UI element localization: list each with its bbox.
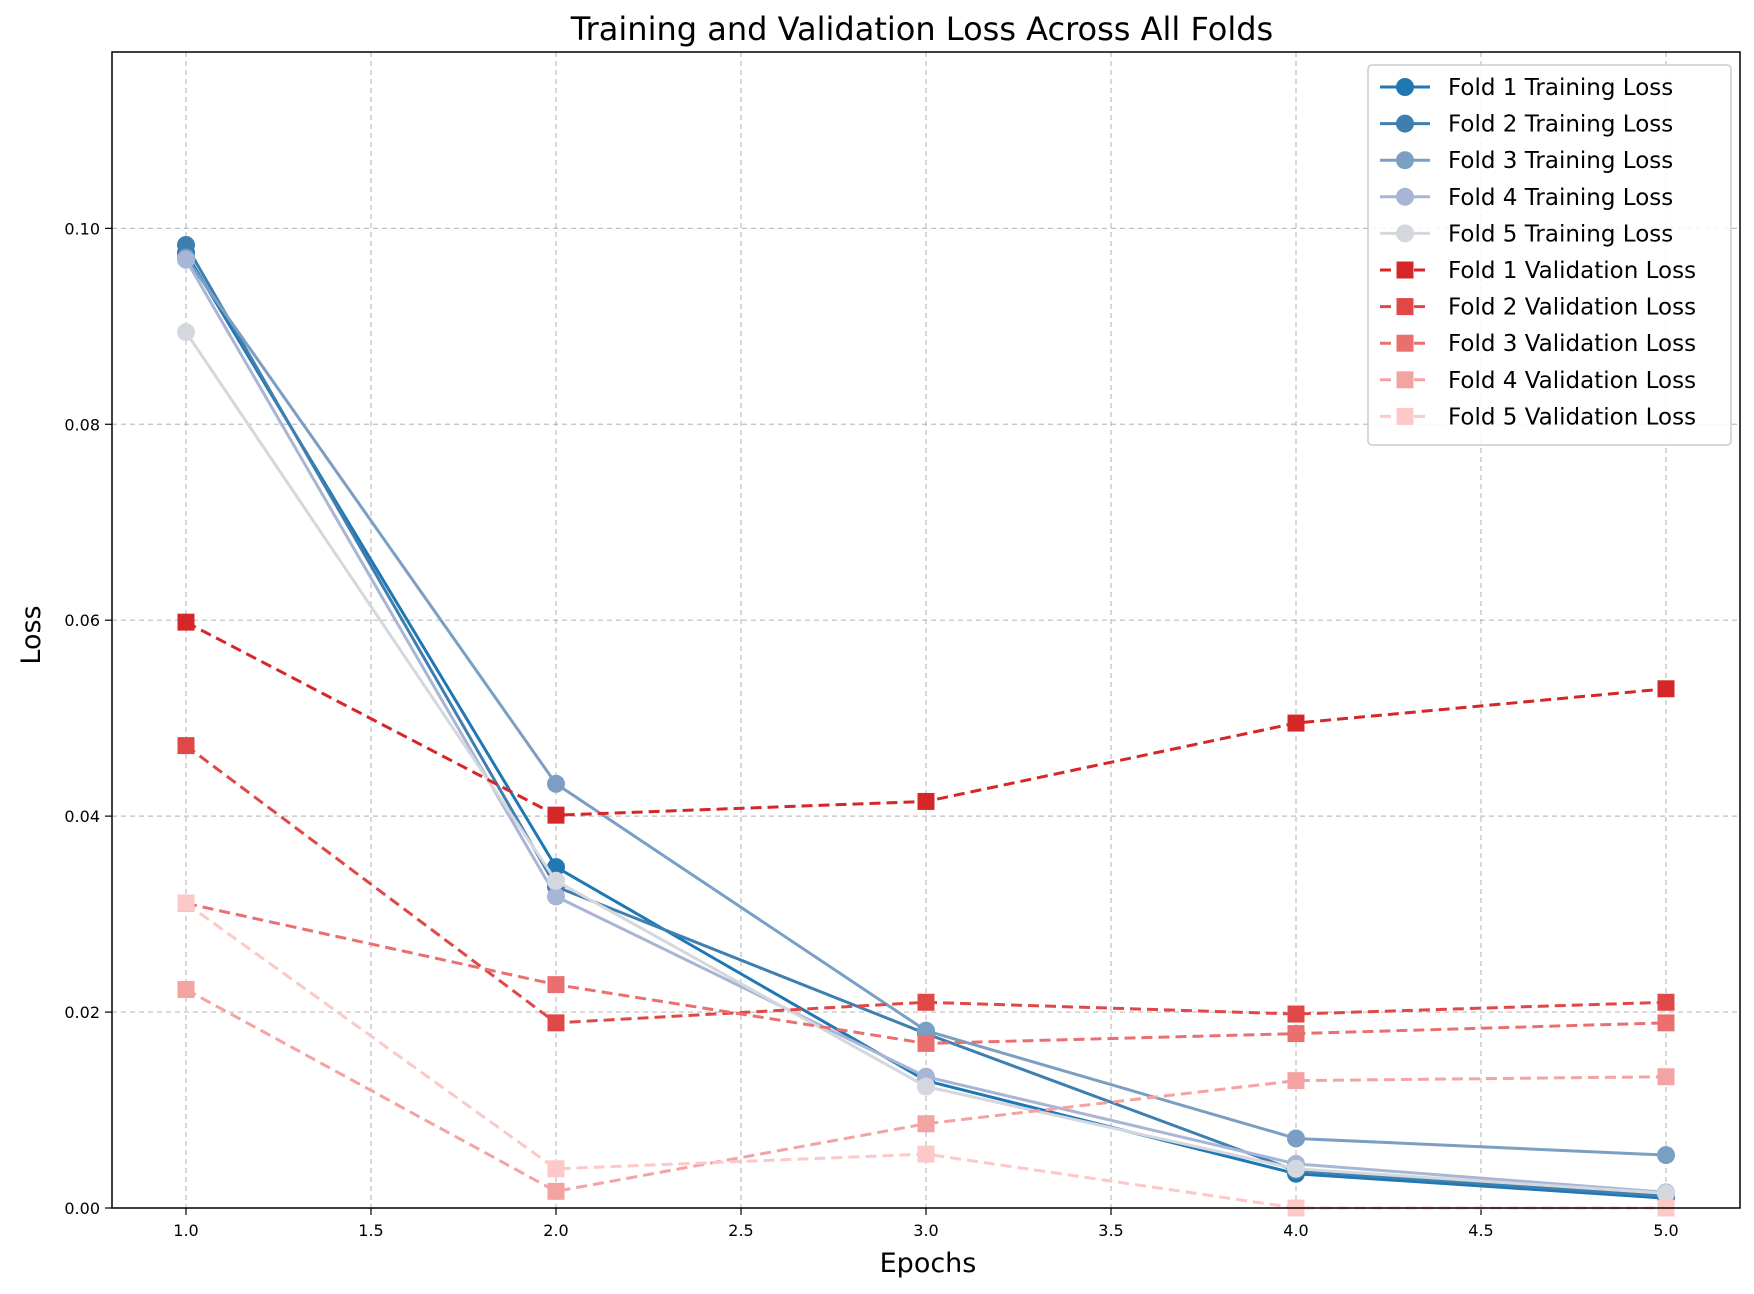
x-tick-label: 5.0 (1653, 1221, 1678, 1240)
series-point-5 (917, 1077, 935, 1096)
series-point-9 (917, 1115, 935, 1133)
series-line-7 (185, 744, 1667, 1025)
legend-label: Fold 2 Training Loss (1448, 112, 1673, 138)
series-point-9 (547, 1182, 565, 1200)
legend-label: Fold 5 Validation Loss (1448, 404, 1696, 430)
x-tick-label: 3.0 (913, 1221, 938, 1240)
legend-marker (1396, 151, 1414, 170)
legend-marker (1396, 78, 1414, 96)
series-point-6 (1657, 680, 1675, 698)
x-tick-label: 1.5 (358, 1221, 383, 1240)
y-tick-label: 0.10 (64, 219, 100, 238)
legend-frame (1367, 64, 1732, 446)
series-point-5 (547, 871, 565, 890)
series-point-3 (547, 774, 565, 793)
legend-label: Fold 1 Training Loss (1448, 75, 1673, 101)
series-point-4 (177, 250, 195, 269)
chart-title: Training and Validation Loss Across All … (570, 10, 1273, 48)
series-point-5 (177, 323, 195, 342)
x-tick-label: 4.0 (1283, 1221, 1308, 1240)
series-point-10 (177, 894, 195, 912)
legend-marker (1396, 407, 1414, 425)
legend-label: Fold 5 Training Loss (1448, 221, 1673, 247)
series-line-9 (185, 988, 1667, 1193)
y-tick-label: 0.04 (64, 807, 100, 826)
legend-label: Fold 3 Validation Loss (1448, 331, 1696, 357)
legend-label: Fold 2 Validation Loss (1448, 295, 1696, 321)
legend-marker (1396, 224, 1414, 243)
series-point-7 (177, 737, 195, 755)
y-tick-label: 0.02 (64, 1003, 100, 1022)
x-tick-label: 4.5 (1468, 1221, 1493, 1240)
series-point-3 (1287, 1129, 1305, 1148)
legend-marker (1396, 298, 1414, 316)
series-point-4 (547, 887, 565, 906)
series-point-5 (1657, 1184, 1675, 1203)
x-tick-label: 2.0 (543, 1221, 568, 1240)
series-point-3 (1657, 1146, 1675, 1165)
legend-label: Fold 4 Validation Loss (1448, 368, 1696, 394)
axes-frame (111, 51, 1741, 1209)
series-point-9 (1287, 1072, 1305, 1090)
x-axis-title: Epochs (880, 1248, 977, 1279)
series-point-8 (1287, 1025, 1305, 1043)
x-tick-label: 3.5 (1098, 1221, 1123, 1240)
y-tick-label: 0.08 (64, 415, 100, 434)
y-tick-label: 0.06 (64, 611, 100, 630)
series-point-10 (547, 1160, 565, 1178)
legend-marker (1396, 334, 1414, 352)
x-tick-label: 1.0 (173, 1221, 198, 1240)
series-point-10 (917, 1145, 935, 1163)
series-point-9 (177, 981, 195, 999)
series-point-6 (177, 613, 195, 631)
series-point-6 (1287, 714, 1305, 732)
series-point-6 (917, 792, 935, 810)
series-point-7 (1657, 993, 1675, 1011)
legend-marker (1396, 187, 1414, 206)
series-point-6 (547, 806, 565, 824)
legend-label: Fold 4 Training Loss (1448, 185, 1673, 211)
legend-marker (1396, 114, 1414, 133)
legend-marker (1396, 261, 1414, 279)
series-point-9 (1657, 1068, 1675, 1086)
series-point-2 (177, 235, 195, 254)
x-tick-label: 2.5 (728, 1221, 753, 1240)
y-axis-title: Loss (16, 605, 47, 664)
series-point-7 (547, 1014, 565, 1032)
series-point-8 (547, 976, 565, 994)
legend-label: Fold 1 Validation Loss (1448, 258, 1696, 284)
series-point-7 (1287, 1005, 1305, 1023)
series-point-5 (1287, 1159, 1305, 1178)
legend-label: Fold 3 Training Loss (1448, 148, 1673, 174)
series-point-8 (1657, 1014, 1675, 1032)
series-point-7 (917, 993, 935, 1011)
y-tick-label: 0.00 (64, 1199, 100, 1218)
legend-marker (1396, 371, 1414, 389)
series-point-8 (917, 1034, 935, 1052)
legend: Fold 1 Training Loss Fold 2 Training Loss… (1367, 64, 1732, 446)
